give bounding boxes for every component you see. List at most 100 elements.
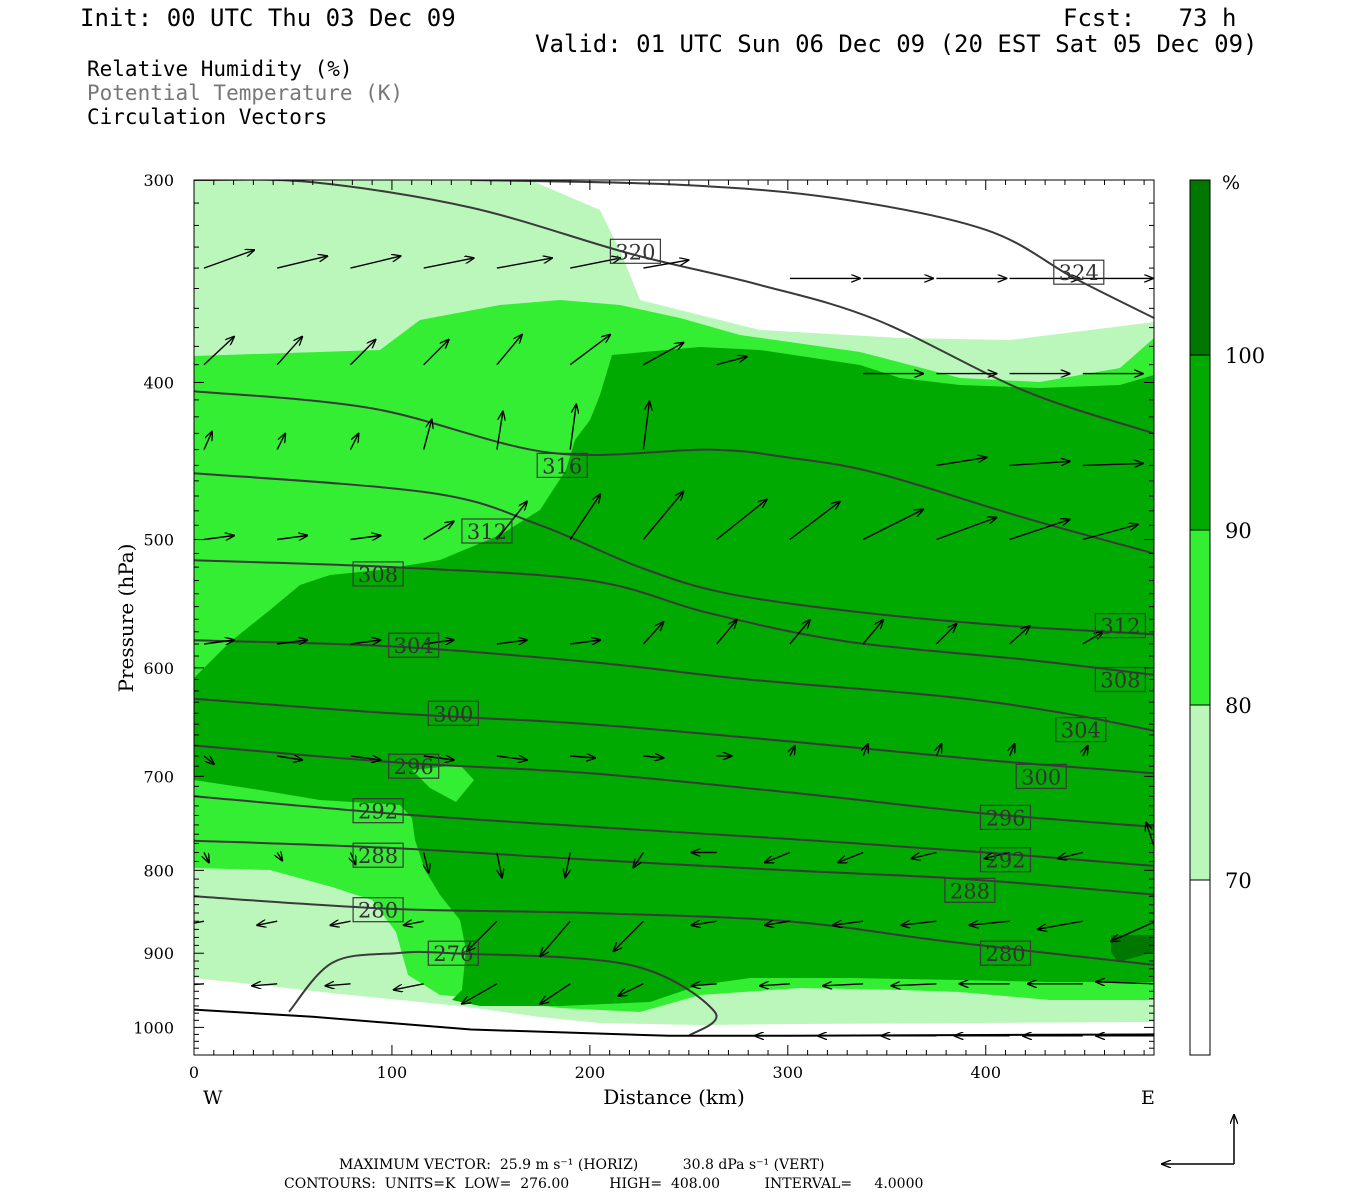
theta-label-box (979, 804, 1032, 831)
wind-vector (277, 853, 282, 861)
wind-vector (350, 340, 376, 366)
wind-vector (350, 536, 381, 540)
wind-vector (936, 457, 986, 467)
wind-vector (862, 620, 883, 645)
wind-vector (862, 510, 923, 541)
wind-vector (496, 756, 527, 760)
theta-label-324: 324 (1059, 261, 1099, 285)
wind-vector (936, 744, 941, 757)
wind-vector (276, 337, 302, 366)
theta-label-box (1094, 666, 1147, 693)
theta-label-288: 288 (950, 879, 990, 903)
wind-vector (618, 983, 644, 996)
x-axis-label: Distance (km) (603, 1085, 745, 1109)
theta-label-box (352, 798, 404, 824)
theta-label-296: 296 (985, 806, 1025, 830)
theta-label-280: 280 (985, 942, 1025, 966)
x-tick-label: 200 (575, 1063, 606, 1082)
wind-vector (496, 640, 527, 644)
wind-vector (326, 984, 351, 986)
wind-vector (497, 852, 502, 878)
wind-vector (613, 920, 644, 951)
wind-vector (1009, 461, 1070, 467)
wind-vector (716, 357, 747, 366)
theta-label-304: 304 (1061, 719, 1101, 743)
wind-vector (350, 756, 381, 760)
theta-line-280 (194, 895, 1154, 966)
theta-label-box (979, 940, 1032, 966)
field-theta-label: Potential Temperature (K) (87, 81, 404, 105)
theta-label-box (352, 897, 404, 923)
wind-vector (891, 984, 937, 986)
wind-vector (1010, 744, 1015, 757)
theta-line-312 (194, 472, 1154, 636)
colorbar-unit: % (1222, 172, 1240, 194)
wind-vector (203, 337, 234, 366)
y-tick-label: 1000 (133, 1018, 174, 1037)
x-tick-label: 100 (377, 1063, 408, 1082)
wind-vector (911, 851, 937, 859)
theta-label-280: 280 (358, 899, 398, 923)
colorbar-swatch (1189, 179, 1211, 356)
theta-label-300: 300 (433, 702, 473, 726)
theta-line-288 (194, 839, 1154, 896)
wind-vector (496, 412, 503, 450)
theta-label-box (427, 940, 479, 966)
wind-vector (349, 434, 359, 450)
theta-line-316 (194, 390, 1154, 555)
wind-vector (643, 756, 663, 758)
theta-label-box (979, 847, 1032, 873)
y-tick-label: 300 (143, 171, 174, 190)
y-tick-label: 900 (143, 944, 174, 963)
wind-vector (203, 432, 212, 450)
wind-vector (194, 920, 205, 924)
wind-vector (1156, 746, 1161, 756)
y-tick-label: 400 (143, 373, 174, 392)
wind-vector (716, 620, 737, 645)
y-tick-label: 600 (143, 659, 174, 678)
wind-vector (633, 852, 644, 868)
wind-vector (1038, 920, 1083, 929)
plot-frame (193, 179, 1155, 1056)
wind-vector (1096, 982, 1154, 984)
theta-label-308: 308 (1100, 669, 1140, 693)
theta-label-box (1015, 763, 1067, 790)
wind-vector (569, 335, 610, 366)
wind-vector (277, 756, 302, 760)
wind-vector (1082, 463, 1143, 465)
wind-vector (833, 921, 864, 925)
theta-label-box (388, 753, 440, 779)
theta-line-296 (194, 744, 1154, 828)
circulation-vectors (194, 250, 1161, 1036)
wind-vector (863, 744, 868, 757)
wind-vector (350, 256, 401, 269)
wind-vector (194, 983, 205, 986)
wind-vector (970, 921, 1010, 925)
wind-vector (394, 983, 424, 990)
valid-time: Valid: 01 UTC Sun 06 Dec 09 (20 EST Sat … (535, 30, 1258, 58)
wind-vector (823, 984, 864, 986)
theta-label-box (1094, 612, 1147, 639)
wind-vector (404, 921, 424, 925)
x-tick-label: 300 (773, 1063, 804, 1082)
wind-vector (716, 500, 767, 541)
wind-vector (276, 434, 285, 450)
wind-vector (496, 258, 552, 269)
theta-label-box (944, 877, 996, 903)
colorbar-swatch (1189, 354, 1211, 531)
theta-line-304 (194, 639, 1154, 732)
wind-vector (203, 756, 214, 764)
theta-line-308 (194, 559, 1154, 676)
y-axis-label: Pressure (hPa) (114, 544, 138, 693)
forecast-hour: Fcst: 73 h (1063, 4, 1237, 32)
wind-vector (1009, 520, 1070, 541)
theta-label-box (609, 238, 662, 264)
wind-vector (467, 920, 498, 951)
theta-label-300: 300 (1021, 765, 1061, 789)
wind-vector (692, 921, 717, 925)
wind-vector (642, 402, 649, 450)
wind-vector (985, 851, 1010, 859)
theta-label-304: 304 (394, 634, 434, 658)
wind-vector (642, 492, 683, 540)
wind-vector (642, 622, 663, 645)
